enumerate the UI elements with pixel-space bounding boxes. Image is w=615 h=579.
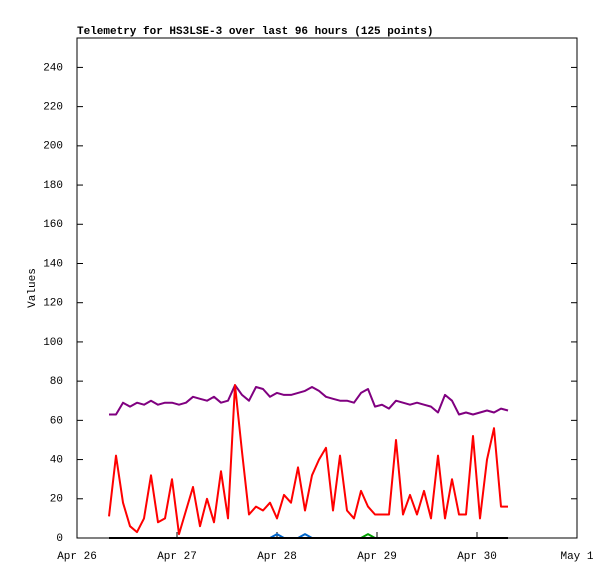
- x-tick-label: Apr 28: [257, 551, 297, 563]
- y-tick-label: 20: [50, 494, 63, 506]
- y-tick-label: 200: [43, 141, 63, 153]
- x-tick-label: Apr 30: [457, 551, 497, 563]
- y-tick-label: 140: [43, 258, 63, 270]
- x-tick-label: Apr 26: [57, 551, 97, 563]
- y-tick-label: 120: [43, 298, 63, 310]
- x-tick-label: Apr 27: [157, 551, 197, 563]
- data-line: [109, 384, 509, 416]
- y-tick-label: 220: [43, 102, 63, 114]
- y-tick-label: 240: [43, 62, 63, 74]
- x-tick-label: Apr 29: [357, 551, 397, 563]
- x-tick-label: May 1: [560, 551, 593, 563]
- chart-title: Telemetry for HS3LSE-3 over last 96 hour…: [77, 26, 433, 38]
- y-tick-label: 80: [50, 376, 63, 388]
- y-axis-label: Values: [27, 268, 39, 308]
- y-tick-label: 160: [43, 219, 63, 231]
- data-line: [108, 384, 508, 536]
- y-tick-label: 0: [56, 533, 63, 545]
- y-tick-label: 100: [43, 337, 63, 349]
- y-tick-label: 40: [50, 454, 63, 466]
- y-tick-label: 180: [43, 180, 63, 192]
- y-tick-label: 60: [50, 415, 63, 427]
